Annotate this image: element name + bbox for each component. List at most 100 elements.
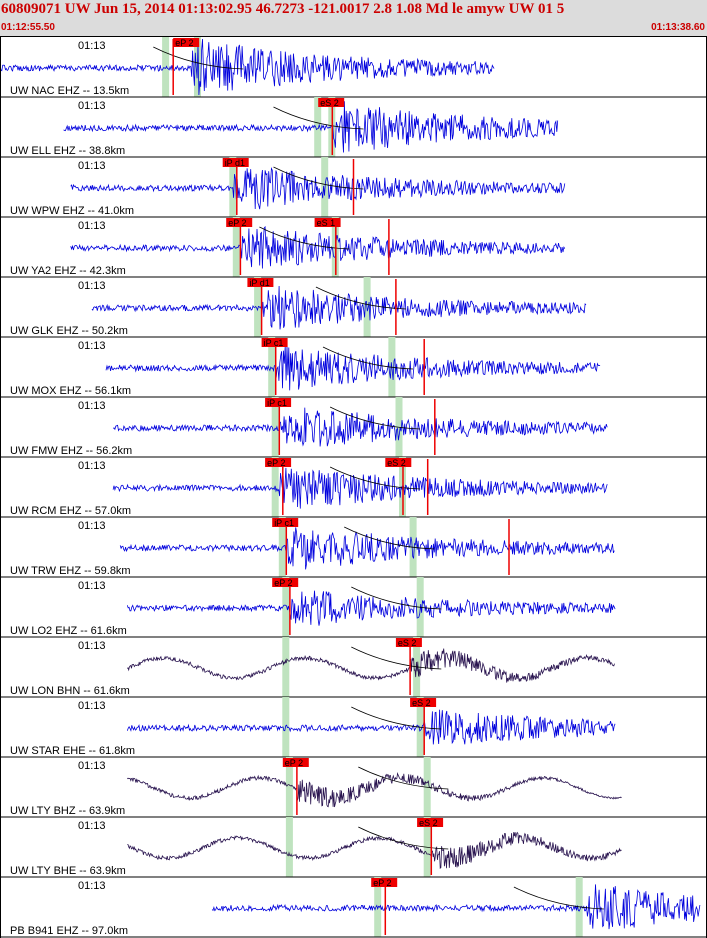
pick-label: eS 2 [419, 818, 438, 828]
trace-panel[interactable]: iP c1 01:13 UW FMW EHZ -- 56.2km [0, 397, 707, 458]
waveform-trace [119, 527, 615, 570]
arrival-curve [259, 226, 350, 250]
panel-time: 01:13 [78, 340, 106, 352]
trace-panel[interactable]: eS 2 01:13 UW LON BHN -- 61.6km [0, 637, 707, 698]
station-label: UW FMW EHZ -- 56.2km [10, 445, 132, 457]
pick-label: iP c1 [264, 338, 284, 348]
panel-time: 01:13 [78, 40, 106, 52]
panel-time: 01:13 [78, 220, 106, 232]
station-label: UW LON BHN -- 61.6km [10, 685, 130, 697]
arrival-curve [351, 706, 442, 730]
pick-flag[interactable] [265, 458, 292, 467]
pick-flag[interactable] [371, 878, 398, 887]
trace-panel[interactable]: iP c1 01:13 UW MOX EHZ -- 56.1km [0, 337, 707, 398]
pick-label: iP d1 [249, 278, 269, 288]
pick-flag[interactable] [265, 398, 292, 407]
trace-panel[interactable]: iP c1 01:13 UW TRW EHZ -- 59.8km [0, 517, 707, 578]
trace-panel[interactable]: eP 2 01:13 UW LTY BHZ -- 63.9km [0, 757, 707, 818]
waveform-trace [91, 285, 587, 330]
pick-label: eP 2 [285, 758, 303, 768]
waveform-trace [127, 648, 615, 683]
waveform-trace [126, 590, 616, 626]
pick-window [271, 397, 279, 457]
pick-flag[interactable] [261, 338, 288, 347]
trace-panel[interactable]: eP 2 01:13 UW NAC EHZ -- 13.5km [0, 37, 707, 98]
pick-flag[interactable] [282, 758, 309, 767]
station-label: UW NAC EHZ -- 13.5km [10, 85, 129, 97]
pick-flag[interactable] [222, 158, 249, 167]
waveform-trace [127, 771, 622, 808]
pick-flag[interactable] [272, 518, 299, 527]
panel-time: 01:13 [78, 640, 106, 652]
pick-window [314, 97, 322, 157]
pick-window [268, 337, 276, 397]
arrival-curve [351, 646, 442, 670]
waveform-trace [211, 884, 701, 930]
arrival-curve [358, 826, 449, 850]
arrival-curve [513, 886, 604, 910]
station-label: UW LO2 EHZ -- 61.6km [10, 625, 127, 637]
pick-window [285, 757, 293, 817]
waveform-trace [127, 831, 622, 869]
pick-flag[interactable] [173, 38, 200, 47]
pick-label: eP 2 [274, 578, 292, 588]
pick-label: eP 2 [373, 878, 391, 888]
pick-window [282, 577, 290, 637]
waveform-trace [126, 709, 616, 745]
panel-time: 01:13 [78, 160, 106, 172]
pick-window [232, 217, 240, 277]
pick-flag[interactable] [314, 218, 341, 227]
panel-time: 01:13 [78, 820, 106, 832]
panel-time: 01:13 [78, 760, 106, 772]
arrival-curve [344, 526, 435, 550]
station-label: UW MOX EHZ -- 56.1km [10, 385, 131, 397]
trace-panel[interactable]: eP 2 eS 1 01:13 UW YA2 EHZ -- 42.3km [0, 217, 707, 278]
waveform-trace [112, 407, 608, 447]
pick-flag[interactable] [417, 818, 444, 827]
arrival-curve [322, 346, 414, 370]
station-label: PB B941 EHZ -- 97.0km [10, 925, 128, 937]
pick-label: eP 2 [175, 38, 193, 48]
arrival-curve [351, 586, 442, 610]
station-label: UW YA2 EHZ -- 42.3km [10, 265, 126, 277]
trace-panel[interactable]: eS 2 01:13 UW STAR EHE -- 61.8km [0, 697, 707, 758]
pick-window [321, 157, 329, 217]
station-label: UW RCM EHZ -- 57.0km [10, 505, 131, 517]
panel-time: 01:13 [78, 280, 106, 292]
pick-label: iP d1 [225, 158, 245, 168]
panel-time: 01:13 [78, 400, 106, 412]
panel-time: 01:13 [78, 580, 106, 592]
pick-flag[interactable] [247, 278, 274, 287]
seismogram-plot[interactable]: eP 2 01:13 UW NAC EHZ -- 13.5km eS 2 01:13 UW… [0, 37, 707, 938]
pick-label: eS 2 [412, 698, 431, 708]
pick-flag[interactable] [410, 698, 437, 707]
station-label: UW LTY BHZ -- 63.9km [10, 805, 125, 817]
trace-panel[interactable]: iP d1 01:13 UW GLK EHZ -- 50.2km [0, 277, 707, 338]
station-label: UW TRW EHZ -- 59.8km [10, 565, 131, 577]
waveform-trace [112, 467, 608, 509]
pick-flag[interactable] [318, 98, 345, 107]
panel-time: 01:13 [78, 460, 106, 472]
trace-panel[interactable]: iP d1 01:13 UW WPW EHZ -- 41.0km [0, 157, 707, 218]
event-header: 60809071 UW Jun 15, 2014 01:13:02.95 46.… [0, 0, 707, 37]
pick-flag[interactable] [226, 218, 253, 227]
pick-label: iP c1 [267, 398, 287, 408]
trace-panel[interactable]: eS 2 01:13 UW LTY BHE -- 63.9km [0, 817, 707, 878]
pick-window [162, 37, 170, 97]
end-time: 01:13:38.60 [651, 22, 705, 33]
pick-window [229, 157, 237, 217]
pick-label: eP 2 [228, 218, 246, 228]
pick-flag[interactable] [385, 458, 412, 467]
station-label: UW LTY BHE -- 63.9km [10, 865, 126, 877]
trace-panel[interactable]: eP 2 01:13 UW LO2 EHZ -- 61.6km [0, 577, 707, 638]
trace-panel[interactable]: eP 2 01:13 PB B941 EHZ -- 97.0km [0, 877, 707, 938]
pick-window [254, 277, 262, 337]
trace-panel[interactable]: eS 2 01:13 UW ELL EHZ -- 38.8km [0, 97, 707, 158]
pick-label: eS 2 [398, 638, 417, 648]
station-label: UW ELL EHZ -- 38.8km [10, 145, 125, 157]
trace-panel[interactable]: eP 2 eS 2 01:13 UW RCM EHZ -- 57.0km [0, 457, 707, 518]
pick-flag[interactable] [272, 578, 299, 587]
pick-window [282, 637, 290, 697]
pick-flag[interactable] [395, 638, 422, 647]
pick-label: eS 2 [387, 458, 406, 468]
